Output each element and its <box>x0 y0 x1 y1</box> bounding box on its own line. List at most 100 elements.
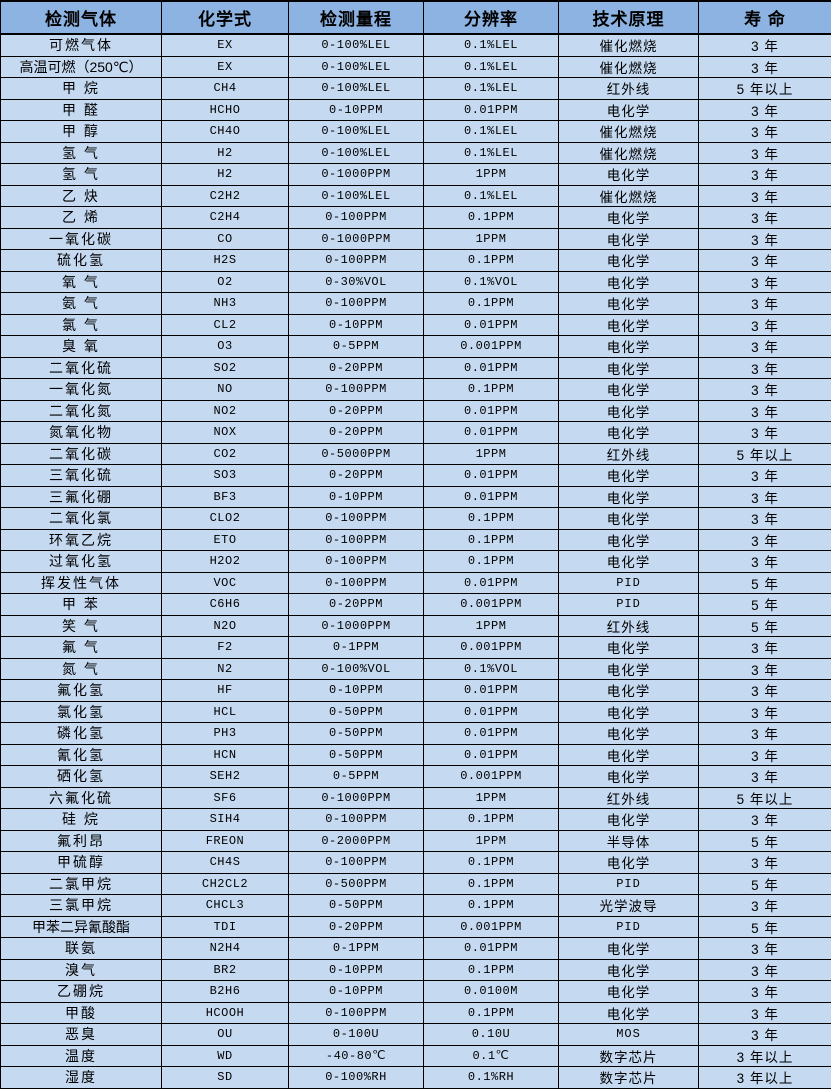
cell-range: 0-1PPM <box>289 938 424 960</box>
cell-life: 5 年 <box>699 873 831 895</box>
cell-res: 0.1PPM <box>424 293 559 315</box>
cell-gas: 氟利昂 <box>1 830 162 852</box>
cell-tech: 电化学 <box>559 1002 699 1024</box>
cell-gas: 乙 烯 <box>1 207 162 229</box>
cell-res: 0.01PPM <box>424 701 559 723</box>
cell-gas: 臭 氧 <box>1 336 162 358</box>
cell-gas: 甲 烷 <box>1 78 162 100</box>
cell-gas: 甲酸 <box>1 1002 162 1024</box>
cell-life: 3 年 <box>699 959 831 981</box>
cell-tech: 红外线 <box>559 78 699 100</box>
cell-formula: CH4O <box>162 121 289 143</box>
cell-life: 3 年 <box>699 185 831 207</box>
cell-formula: NO2 <box>162 400 289 422</box>
cell-formula: TDI <box>162 916 289 938</box>
cell-life: 3 年 <box>699 357 831 379</box>
cell-tech: 电化学 <box>559 852 699 874</box>
cell-range: 0-100PPM <box>289 293 424 315</box>
cell-tech: PID <box>559 916 699 938</box>
cell-formula: HCHO <box>162 99 289 121</box>
cell-formula: F2 <box>162 637 289 659</box>
cell-gas: 挥发性气体 <box>1 572 162 594</box>
cell-gas: 硒化氢 <box>1 766 162 788</box>
cell-range: 0-5PPM <box>289 336 424 358</box>
cell-life: 3 年 <box>699 34 831 56</box>
cell-formula: H2 <box>162 164 289 186</box>
cell-res: 0.10U <box>424 1024 559 1046</box>
cell-res: 0.01PPM <box>424 99 559 121</box>
cell-gas: 环氧乙烷 <box>1 529 162 551</box>
cell-tech: 光学波导 <box>559 895 699 917</box>
cell-formula: NOX <box>162 422 289 444</box>
cell-formula: H2S <box>162 250 289 272</box>
cell-formula: CLO2 <box>162 508 289 530</box>
cell-range: 0-100%LEL <box>289 142 424 164</box>
cell-res: 0.0100M <box>424 981 559 1003</box>
cell-formula: CL2 <box>162 314 289 336</box>
cell-life: 3 年 <box>699 422 831 444</box>
cell-life: 3 年以上 <box>699 1067 831 1089</box>
cell-res: 1PPM <box>424 228 559 250</box>
cell-life: 3 年 <box>699 207 831 229</box>
cell-res: 0.01PPM <box>424 680 559 702</box>
cell-formula: H2O2 <box>162 551 289 573</box>
cell-res: 0.01PPM <box>424 314 559 336</box>
cell-gas: 氯 气 <box>1 314 162 336</box>
cell-tech: 催化燃烧 <box>559 56 699 78</box>
cell-life: 3 年 <box>699 99 831 121</box>
cell-res: 1PPM <box>424 615 559 637</box>
cell-tech: 数字芯片 <box>559 1045 699 1067</box>
cell-formula: SIH4 <box>162 809 289 831</box>
cell-range: 0-1000PPM <box>289 615 424 637</box>
table-header-row: 检测气体 化学式 检测量程 分辨率 技术原理 寿 命 <box>1 1 831 34</box>
cell-life: 3 年 <box>699 250 831 272</box>
cell-gas: 二氧化碳 <box>1 443 162 465</box>
cell-res: 0.1PPM <box>424 508 559 530</box>
cell-tech: 电化学 <box>559 959 699 981</box>
cell-tech: 电化学 <box>559 809 699 831</box>
cell-life: 3 年 <box>699 142 831 164</box>
cell-res: 0.01PPM <box>424 572 559 594</box>
cell-tech: 电化学 <box>559 658 699 680</box>
cell-tech: 催化燃烧 <box>559 121 699 143</box>
cell-gas: 氯化氢 <box>1 701 162 723</box>
cell-formula: C6H6 <box>162 594 289 616</box>
cell-tech: 电化学 <box>559 508 699 530</box>
cell-range: 0-50PPM <box>289 895 424 917</box>
column-header-resolution: 分辨率 <box>424 1 559 34</box>
cell-tech: 电化学 <box>559 228 699 250</box>
cell-formula: CO <box>162 228 289 250</box>
cell-res: 0.01PPM <box>424 938 559 960</box>
cell-res: 0.01PPM <box>424 723 559 745</box>
cell-gas: 氢 气 <box>1 164 162 186</box>
cell-range: 0-100U <box>289 1024 424 1046</box>
cell-formula: N2O <box>162 615 289 637</box>
cell-gas: 氧 气 <box>1 271 162 293</box>
cell-gas: 六氟化硫 <box>1 787 162 809</box>
cell-gas: 氮 气 <box>1 658 162 680</box>
cell-formula: O3 <box>162 336 289 358</box>
cell-res: 0.1PPM <box>424 1002 559 1024</box>
cell-res: 0.1PPM <box>424 551 559 573</box>
cell-range: 0-1000PPM <box>289 787 424 809</box>
cell-tech: 电化学 <box>559 379 699 401</box>
cell-formula: EX <box>162 34 289 56</box>
